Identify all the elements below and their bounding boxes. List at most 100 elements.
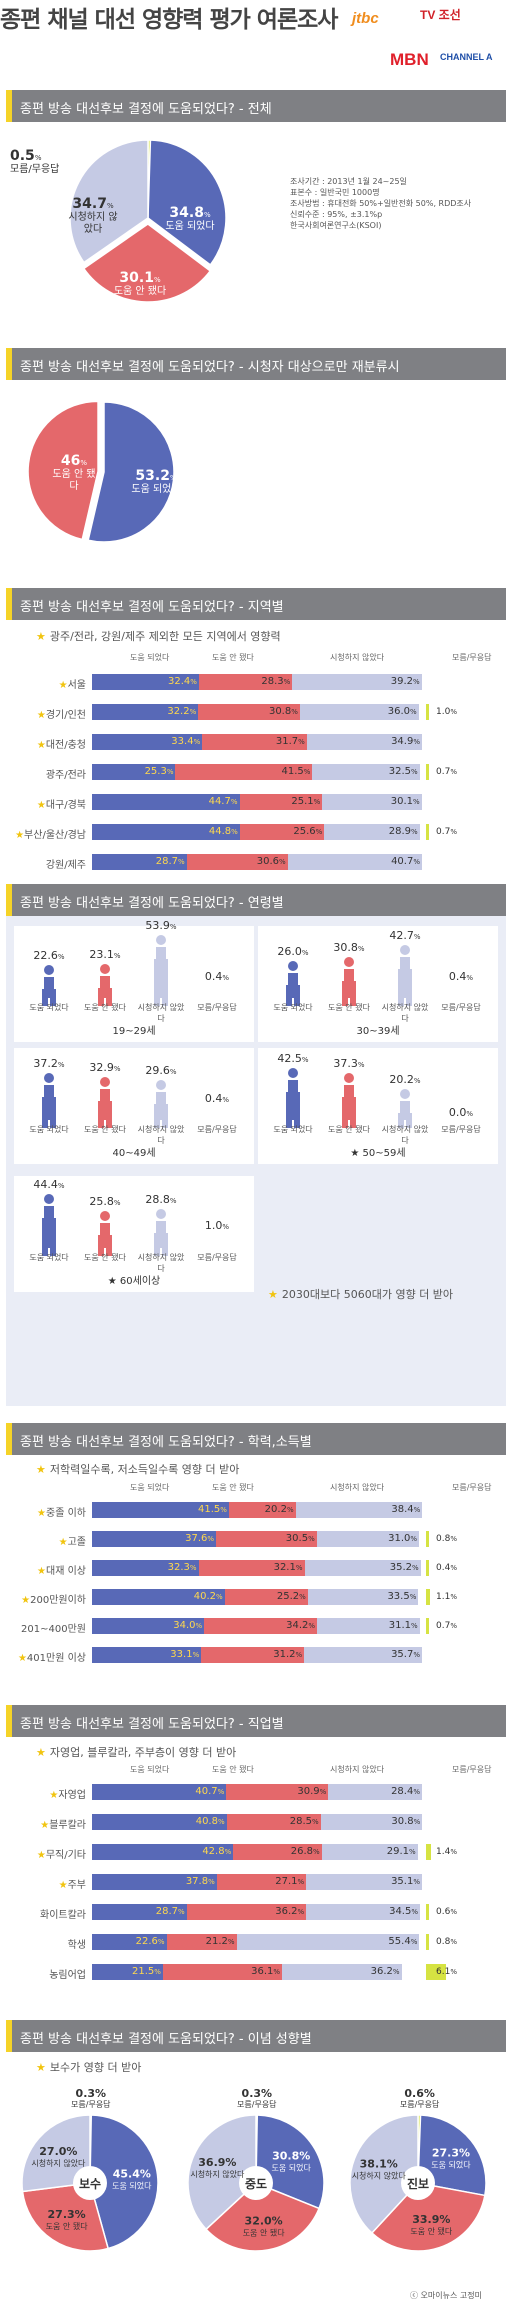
age-category-label: 도움 되었다 xyxy=(29,1125,69,1134)
age-bar-head xyxy=(400,1088,410,1099)
bar-segment-not-watched: 28.4% xyxy=(328,1784,422,1800)
ideology-value-label: 0.3% xyxy=(242,2087,273,2100)
bar-segment-helped: 33.1% xyxy=(92,1647,202,1663)
age-category-label: 시청하지 않았다 xyxy=(137,1003,185,1023)
age-value: 25.8% xyxy=(89,1195,121,1209)
pie-viewers-label-helped: 53.2% 도움 되었다 xyxy=(131,468,181,495)
bar-segment-not-watched: 40.7% xyxy=(287,854,422,870)
bar-segment-helped: 28.7% xyxy=(92,854,187,870)
bar-segment-not-watched: 32.5% xyxy=(312,764,420,780)
age-bar-head xyxy=(100,1076,110,1087)
note-age: 2030대보다 5060대가 영향 더 받아 xyxy=(268,1286,453,1302)
age-category-label: 도움 안 됐다 xyxy=(328,1125,370,1134)
bar-segment-not-watched: 29.1% xyxy=(321,1844,418,1860)
row-label: 화이트칼라 xyxy=(40,1910,86,1921)
bar-segment-unknown xyxy=(426,824,429,840)
bar-segment-not-watched: 30.8% xyxy=(320,1814,423,1830)
age-bar-unknown xyxy=(212,1247,222,1248)
pie-overall-label-notwatched: 34.7% 시청하지 않았다 xyxy=(68,196,118,235)
age-value: 23.1% xyxy=(89,948,121,962)
age-value: 22.6% xyxy=(33,948,65,962)
column-header: 도움 안 됐다 xyxy=(212,1765,254,1774)
bar-segment-unknown xyxy=(426,1589,430,1605)
data-label-unknown: 0.4% xyxy=(436,1563,457,1573)
age-panel: 42.5% 도움 되었다 37.3% 도움 안 됐다 20.2% 시청하지 않았다 0.0%… xyxy=(258,1048,498,1164)
row-label: 자영업 xyxy=(8,1786,86,1801)
bar-segment-not-watched: 33.5% xyxy=(307,1589,419,1605)
age-category-label: 도움 안 됐다 xyxy=(84,1253,126,1262)
ideology-value-label: 33.9% xyxy=(412,2213,450,2226)
age-category-label: 도움 안 됐다 xyxy=(328,1003,370,1012)
age-value: 20.2% xyxy=(389,1072,421,1086)
age-value: 0.4% xyxy=(204,969,230,983)
bar-segment-not-helped: 28.5% xyxy=(226,1814,321,1830)
bar-segment-helped: 22.6% xyxy=(92,1934,167,1950)
ideology-category-label: 도움 되었다 xyxy=(271,2163,311,2173)
age-group-name: ★ 60세이상 xyxy=(107,1276,161,1287)
age-group-name: 40~49세 xyxy=(112,1148,156,1159)
pie-slice-not-helped xyxy=(21,2182,110,2252)
bar-segment-not-watched: 31.0% xyxy=(316,1531,420,1547)
column-header: 도움 되었다 xyxy=(130,653,170,662)
bar-segment-not-helped: 30.9% xyxy=(226,1784,329,1800)
bar-segment-helped: 37.8% xyxy=(92,1874,217,1890)
bar-segment-unknown xyxy=(426,704,430,720)
data-label-unknown: 1.4% xyxy=(436,1847,457,1857)
pie-slice-helped xyxy=(417,2114,487,2197)
ideology-category-label: 도움 되었다 xyxy=(431,2160,471,2170)
bar-segment-helped: 40.8% xyxy=(92,1814,227,1830)
survey-info: 조사기간 : 2013년 1월 24~25일 표본수 : 일반국민 1000명 … xyxy=(290,176,471,231)
tvchosun-logo: TV 조선 xyxy=(420,8,461,22)
age-bar-head xyxy=(456,985,466,996)
age-value: 32.9% xyxy=(89,1060,121,1074)
age-value: 26.0% xyxy=(277,945,309,959)
bar-segment-not-watched: 35.2% xyxy=(304,1560,421,1576)
bar-segment-not-helped: 26.8% xyxy=(233,1844,322,1860)
column-header: 모름/무응답 xyxy=(452,1483,492,1492)
row-label: 광주/전라 xyxy=(45,770,86,781)
channel-a-logo: CHANNEL A xyxy=(440,52,493,62)
bar-segment-not-helped: 36.1% xyxy=(162,1964,283,1980)
bar-segment-helped: 37.6% xyxy=(92,1531,217,1547)
section-title: 종편 방송 대선후보 결정에 도움되었다? - 직업별 xyxy=(20,1717,284,1732)
jtbc-logo: jtbc xyxy=(352,10,379,27)
section-header-edu-income: 종편 방송 대선후보 결정에 도움되었다? - 학력,소득별 xyxy=(6,1423,506,1455)
bar-segment-helped: 34.0% xyxy=(92,1618,205,1634)
age-category-label: 모름/무응답 xyxy=(441,1125,481,1134)
ideology-value-label: 45.4% xyxy=(113,2168,151,2181)
bar-segment-helped: 40.2% xyxy=(92,1589,225,1605)
survey-info-line: 신뢰수준 : 95%, ±3.1%p xyxy=(290,210,383,219)
bar-segment-helped: 41.5% xyxy=(92,1502,229,1518)
ideology-category-label: 도움 되었다 xyxy=(112,2181,152,2191)
bar-segment-not-watched: 35.7% xyxy=(304,1647,422,1663)
age-category-label: 모름/무응답 xyxy=(197,1003,237,1012)
pie-slice-not-watched xyxy=(349,2114,419,2235)
age-bar-not-helped xyxy=(100,976,110,998)
age-panel: 37.2% 도움 되었다 32.9% 도움 안 됐다 29.6% 시청하지 않았다 0.4%… xyxy=(14,1048,254,1164)
bar-segment-helped: 42.8% xyxy=(92,1844,234,1860)
note-ideology: 보수가 영향 더 받아 xyxy=(36,2059,141,2075)
section-header-viewers: 종편 방송 대선후보 결정에 도움되었다? - 시청자 대상으로만 재분류시 xyxy=(6,348,506,380)
bar-segment-not-watched: 39.2% xyxy=(292,674,422,690)
section-title: 종편 방송 대선후보 결정에 도움되었다? - 전체 xyxy=(20,102,272,117)
section-header-job: 종편 방송 대선후보 결정에 도움되었다? - 직업별 xyxy=(6,1705,506,1737)
pie-overall-label-helped: 34.8% 도움 되었다 xyxy=(165,205,215,232)
age-bar-not-watched xyxy=(156,946,166,998)
age-category-label: 시청하지 않았다 xyxy=(137,1125,185,1145)
row-label: 고졸 xyxy=(8,1533,86,1548)
bar-segment-helped: 32.2% xyxy=(92,704,199,720)
row-label: 대구/경북 xyxy=(8,796,86,811)
bar-segment-not-watched: 38.4% xyxy=(295,1502,423,1518)
data-label-unknown: 1.1% xyxy=(436,1592,457,1602)
age-bar-head xyxy=(344,956,354,967)
bar-segment-unknown xyxy=(426,1934,429,1950)
row-label: 블루칼라 xyxy=(8,1816,86,1831)
bar-segment-unknown xyxy=(426,1844,431,1860)
column-header: 도움 되었다 xyxy=(130,1765,170,1774)
pie-slice-not-watched xyxy=(187,2114,257,2231)
page-title: 종편 채널 대선 영향력 평가 여론조사 xyxy=(0,7,338,33)
ideology-center xyxy=(401,2166,435,2200)
age-bar-head xyxy=(44,1072,54,1083)
pie-overall xyxy=(69,139,227,303)
